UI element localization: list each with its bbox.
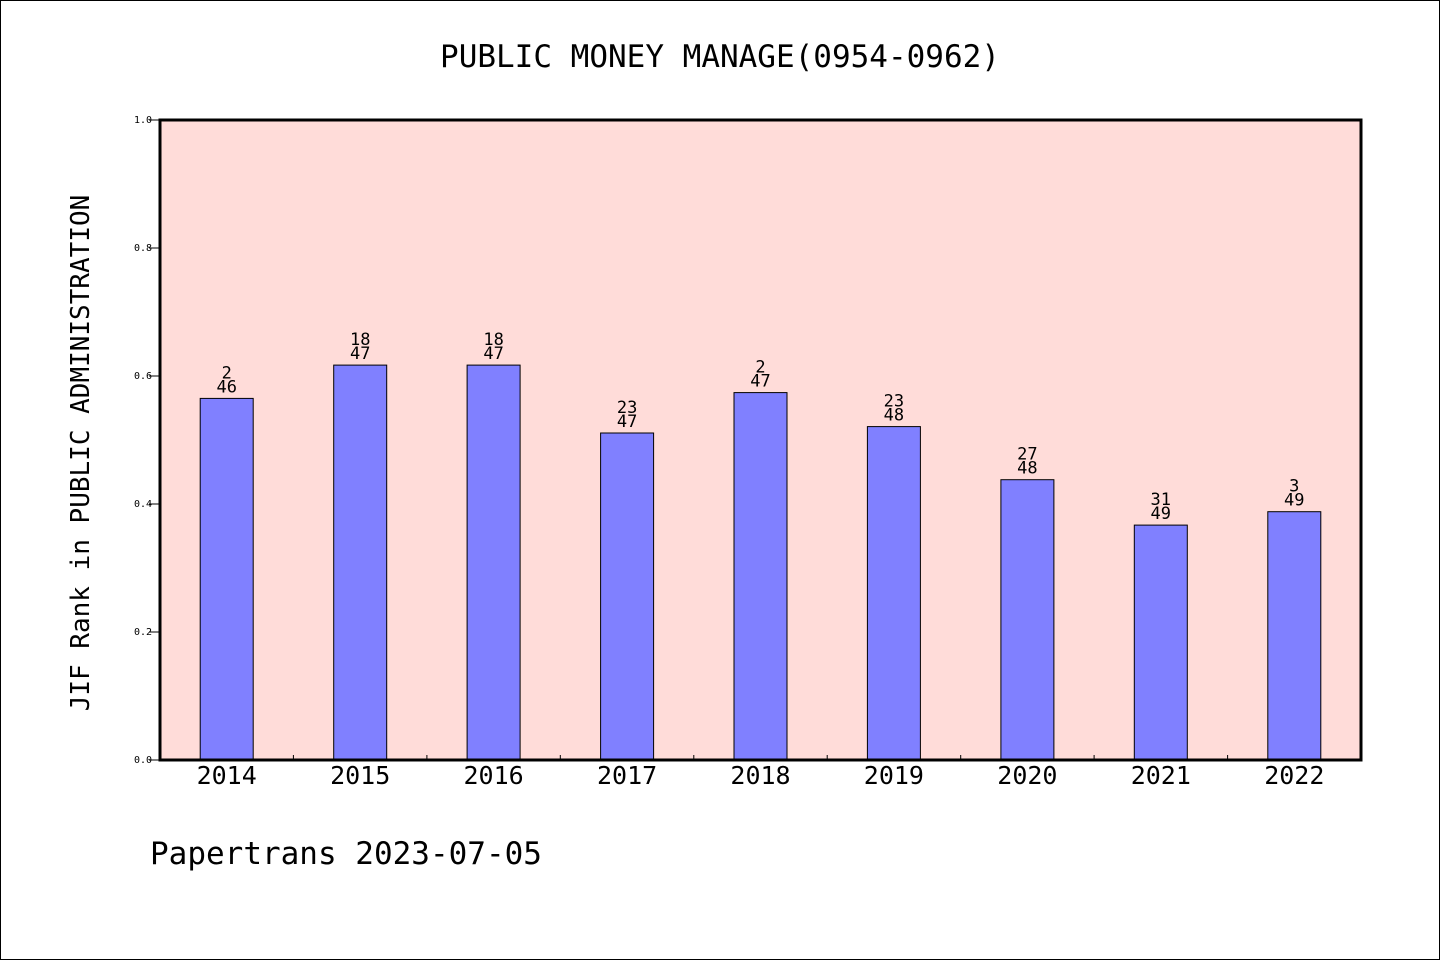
bar-2016: [466, 364, 521, 761]
bar-label-total-2014: 46: [216, 377, 236, 397]
bar-label-rank-2020: 27: [1017, 445, 1037, 465]
bar-2022: [1267, 511, 1322, 761]
y-tick-label: 1.0: [134, 115, 152, 126]
y-tick-label: 0.4: [134, 499, 152, 510]
bar-label-total-2020: 48: [1017, 459, 1037, 479]
bar-label-rank-2018: 2: [755, 358, 765, 378]
x-tick-label-2016: 2016: [463, 761, 523, 790]
bar-2018: [733, 392, 788, 761]
bar-label-rank-2022: 3: [1289, 477, 1299, 497]
bar-2020: [1000, 479, 1055, 761]
bar-label-total-2018: 47: [750, 372, 770, 392]
x-tick-label-2014: 2014: [197, 761, 257, 790]
bar-label-rank-2015: 18: [350, 330, 370, 350]
bar-label-rank-2021: 31: [1151, 490, 1171, 510]
x-tick-label-2017: 2017: [597, 761, 657, 790]
bar-label-rank-2019: 23: [884, 392, 904, 412]
bars-layer: [199, 364, 1322, 761]
bar-label-rank-2016: 18: [483, 330, 503, 350]
x-tick-label-2015: 2015: [330, 761, 390, 790]
x-tick-label-2019: 2019: [864, 761, 924, 790]
y-tick-label: 0.6: [134, 371, 152, 382]
bar-2019: [866, 426, 921, 761]
y-axis-label: JIF Rank in PUBLIC ADMINISTRATION: [66, 195, 96, 712]
x-tick-label-2022: 2022: [1264, 761, 1324, 790]
bar-label-rank-2014: 2: [222, 363, 232, 383]
x-tick-label-2020: 2020: [997, 761, 1057, 790]
bar-2015: [333, 364, 388, 761]
bar-label-total-2021: 49: [1151, 504, 1171, 524]
bar-label-total-2022: 49: [1284, 491, 1304, 511]
y-axis-ticks: 0.0 0.2 0.4 0.6 0.8 1.0: [134, 115, 160, 766]
x-tick-label-2021: 2021: [1131, 761, 1191, 790]
bar-2014: [199, 397, 254, 761]
y-tick-label: 0.2: [134, 627, 152, 638]
x-tick-label-2018: 2018: [730, 761, 790, 790]
bar-2017: [600, 432, 655, 761]
chart-title: PUBLIC MONEY MANAGE(0954-0962): [440, 39, 1000, 75]
bar-2021: [1133, 524, 1188, 761]
bar-label-total-2015: 47: [350, 344, 370, 364]
y-tick-label: 0.0: [134, 755, 152, 766]
bar-label-total-2017: 47: [617, 412, 637, 432]
plot-border: [158, 118, 1363, 762]
y-tick-label: 0.8: [134, 243, 152, 254]
bar-label-total-2019: 48: [884, 406, 904, 426]
footer-credit: Papertrans 2023-07-05: [150, 836, 542, 872]
bar-label-total-2016: 47: [483, 344, 503, 364]
bar-label-rank-2017: 23: [617, 398, 637, 418]
x-axis-ticks: 2014 2015 2016 2017 2018 2019 2020 2021 2022: [197, 755, 1324, 790]
